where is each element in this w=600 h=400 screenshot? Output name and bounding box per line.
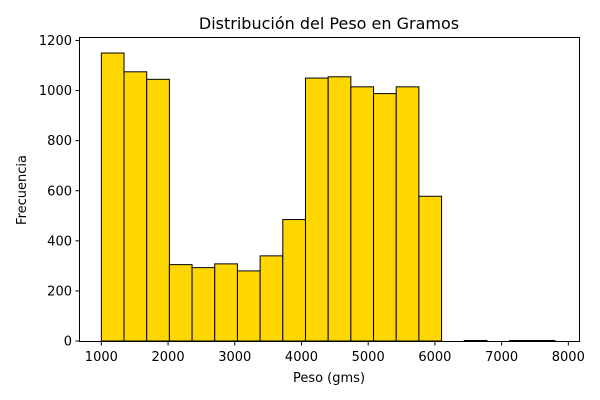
histogram-bar: [327, 76, 352, 342]
histogram-bar: [191, 267, 216, 342]
histogram-bar: [236, 270, 261, 342]
histogram-bar: [418, 195, 443, 342]
histogram-bar: [259, 255, 284, 342]
histogram-bar: [146, 78, 170, 342]
bars-group: [100, 52, 556, 342]
x-axis-ticks: 1000 2000 3000 4000 5000 6000 7000 8000: [85, 341, 585, 365]
histogram-bar: [304, 77, 329, 342]
y-tick-label: 200: [47, 284, 72, 299]
x-axis-label: Peso (gms): [293, 371, 365, 386]
plot-frame: [79, 37, 580, 342]
y-tick-label: 800: [47, 134, 72, 149]
x-tick-label: 6000: [418, 350, 451, 365]
x-tick-label: 2000: [152, 350, 185, 365]
chart-title: Distribución del Peso en Gramos: [199, 14, 459, 33]
histogram-bar: [373, 93, 397, 342]
x-tick-label: 1000: [85, 350, 118, 365]
y-tick-label: 1000: [39, 84, 72, 99]
y-tick-label: 600: [47, 184, 72, 199]
histogram-bar: [395, 86, 420, 342]
y-axis-ticks: 0 200 400 600 800 1000 1200: [39, 34, 80, 350]
y-tick-label: 0: [64, 335, 72, 350]
histogram-bar: [214, 263, 238, 342]
x-tick-label: 5000: [352, 350, 385, 365]
histogram-bar: [350, 86, 375, 342]
y-tick-label: 1200: [39, 34, 72, 49]
histogram-bar: [100, 52, 125, 342]
histogram-bar: [531, 339, 556, 342]
x-tick-label: 3000: [218, 350, 251, 365]
histogram-bar: [463, 339, 488, 342]
y-axis-label: Frecuencia: [15, 155, 30, 225]
histogram-bar: [282, 219, 306, 342]
y-tick-label: 400: [47, 234, 72, 249]
histogram-bar: [168, 264, 193, 342]
x-tick-label: 4000: [285, 350, 318, 365]
histogram-bar: [123, 71, 148, 342]
x-tick-label: 7000: [485, 350, 518, 365]
x-tick-label: 8000: [552, 350, 585, 365]
histogram-bar: [509, 339, 533, 342]
